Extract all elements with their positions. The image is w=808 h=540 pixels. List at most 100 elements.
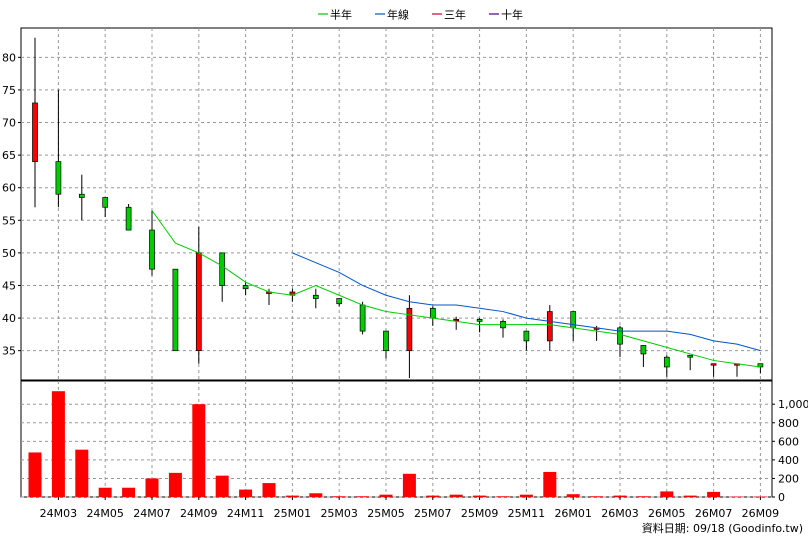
volume-bar-25M05: [379, 494, 393, 497]
volume-bar-24M11: [239, 489, 253, 497]
x-axis: 24M03 24M05 24M07 24M09 24M11 25M01 25M03 25M05…: [40, 497, 780, 520]
volume-bar-25M02: [309, 493, 323, 497]
candle-body-26M01: [570, 311, 577, 329]
volume-bar-25M01: [285, 495, 299, 497]
x-tick-label-26M07: 26M07: [695, 507, 733, 520]
candle-body-24M10: [219, 252, 226, 286]
volume-bar-25M07: [426, 495, 440, 497]
x-tick-label-26M09: 26M09: [742, 507, 780, 520]
volume-bar-24M09: [192, 404, 206, 497]
x-tick-label-25M09: 25M09: [461, 507, 499, 520]
x-tick-label-26M03: 26M03: [601, 507, 639, 520]
candle-body-24M11: [242, 285, 249, 290]
x-tick-label-24M07: 24M07: [133, 507, 171, 520]
candle-body-26M04: [640, 345, 647, 355]
volume-bar-25M08: [449, 494, 463, 497]
volume-bar-26M02: [590, 496, 604, 497]
volume-panel: 0 200 400 600 800 1,000: [20, 380, 808, 504]
candle-body-25M02: [312, 294, 319, 299]
volume-bar-24M06: [122, 487, 136, 497]
volume-bar-26M04: [636, 496, 650, 497]
volume-bar-26M03: [613, 495, 627, 497]
candle-body-26M07: [710, 363, 717, 366]
candle-body-24M03: [55, 161, 62, 195]
price-plot-area: [20, 27, 773, 381]
x-tick-label-26M01: 26M01: [554, 507, 592, 520]
price-tick-label-35: 35: [2, 345, 16, 358]
price-tick-label-50: 50: [2, 247, 16, 260]
candle-body-25M09: [476, 319, 483, 322]
candle-body-25M07: [429, 307, 436, 319]
price-tick-label-60: 60: [2, 182, 16, 195]
volume-tick-label-0: 0: [778, 491, 785, 504]
x-tick-label-24M09: 24M09: [180, 507, 218, 520]
x-tick-label-25M07: 25M07: [414, 507, 452, 520]
price-tick-label-65: 65: [2, 149, 16, 162]
volume-bar-25M06: [402, 473, 416, 497]
price-tick-label-55: 55: [2, 214, 16, 227]
volume-bar-25M03: [332, 496, 346, 497]
volume-bar-26M05: [660, 491, 674, 497]
volume-bar-24M08: [168, 472, 182, 497]
candle-body-25M11: [523, 330, 530, 342]
ma-line-1: [292, 252, 761, 352]
candle-body-25M03: [336, 298, 343, 305]
x-tick-label-24M11: 24M11: [227, 507, 265, 520]
price-tick-label-40: 40: [2, 312, 16, 325]
price-tick-label-80: 80: [2, 51, 16, 64]
candle-body-24M05: [102, 197, 109, 208]
ma-line-0: [151, 210, 761, 368]
volume-bar-26M07: [707, 491, 721, 497]
volume-bar-24M10: [215, 475, 229, 497]
candle-body-24M04: [78, 193, 85, 198]
volume-bar-24M04: [75, 449, 89, 497]
x-tick-label-25M03: 25M03: [320, 507, 358, 520]
x-tick-label-25M05: 25M05: [367, 507, 405, 520]
x-tick-label-24M03: 24M03: [40, 507, 78, 520]
x-tick-label-24M05: 24M05: [86, 507, 124, 520]
candle-body-25M04: [359, 304, 366, 332]
x-tick-label-26M05: 26M05: [648, 507, 686, 520]
volume-tick-label-800: 800: [778, 417, 799, 430]
volume-bar-25M04: [356, 496, 370, 497]
volume-bar-26M08: [730, 496, 744, 498]
candle-body-24M07: [149, 229, 155, 270]
candle-body-25M06: [406, 307, 413, 352]
x-tick-label-25M01: 25M01: [274, 507, 312, 520]
legend-label-2: 三年: [444, 8, 466, 22]
candle-body-26M05: [663, 356, 670, 368]
volume-bar-25M09: [473, 495, 487, 497]
volume-bar-26M09: [753, 496, 767, 498]
volume-bar-25M12: [543, 471, 557, 497]
price-panel: 35 40 45 50 55 60 65 70 75 80: [2, 27, 773, 381]
candle-body-24M09: [195, 252, 202, 352]
legend-label-0: 半年: [330, 8, 352, 22]
price-tick-label-45: 45: [2, 279, 16, 292]
volume-bar-25M11: [519, 494, 533, 497]
volume-tick-label-200: 200: [778, 472, 799, 485]
source-text: 資料日期: 09/18 (Goodinfo.tw): [642, 521, 803, 535]
x-tick-label-25M11: 25M11: [508, 507, 546, 520]
volume-bar-26M01: [566, 494, 580, 497]
volume-bar-24M02: [28, 452, 42, 497]
volume-bar-25M10: [496, 496, 510, 497]
candle-body-26M03: [617, 327, 623, 345]
volume-bar-24M05: [98, 487, 112, 497]
volume-tick-label-1000: 1,000: [778, 398, 808, 411]
candle-body-25M12: [546, 311, 553, 342]
volume-tick-label-600: 600: [778, 435, 799, 448]
volume-bar-26M06: [683, 495, 697, 497]
legend-label-3: 十年: [501, 8, 523, 22]
price-tick-label-75: 75: [2, 84, 16, 97]
candle-body-26M06: [687, 354, 694, 358]
legend-label-1: 年線: [387, 8, 409, 22]
price-tick-label-70: 70: [2, 117, 16, 130]
volume-bar-24M12: [262, 483, 276, 497]
volume-tick-label-400: 400: [778, 454, 799, 467]
candle-body-25M05: [383, 330, 389, 352]
candle-body-24M08: [172, 268, 179, 352]
volume-bar-24M07: [145, 478, 159, 497]
volume-plot-area: [20, 380, 773, 498]
candle-body-24M06: [125, 206, 132, 231]
